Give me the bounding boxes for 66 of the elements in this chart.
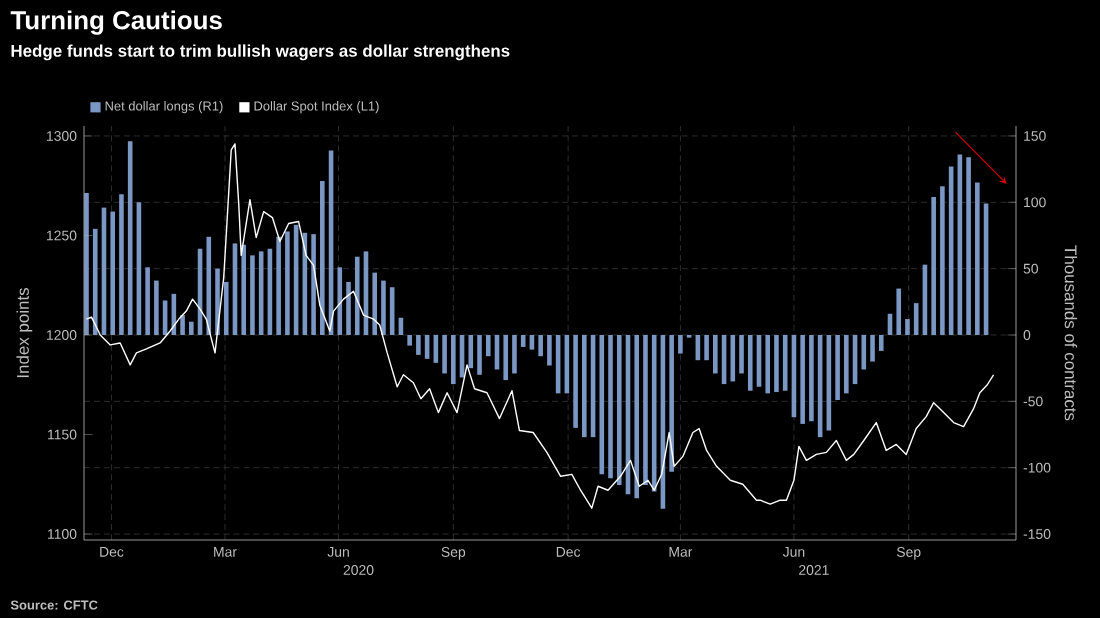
bar (529, 334, 535, 350)
bar (547, 334, 552, 366)
bar (119, 194, 124, 335)
bar (747, 334, 753, 391)
bar (538, 334, 543, 357)
bar (250, 255, 255, 335)
bar (774, 334, 779, 393)
bar (634, 334, 640, 499)
bar (416, 334, 421, 355)
bar (241, 244, 247, 335)
bar (223, 281, 229, 335)
bar (311, 234, 316, 335)
bar (276, 236, 281, 335)
bar (285, 231, 290, 335)
bar (485, 334, 491, 357)
bar (678, 334, 683, 354)
bar (975, 182, 980, 335)
bar (835, 334, 840, 401)
bar (145, 267, 150, 335)
bar (861, 334, 867, 370)
bar (940, 186, 945, 335)
bar (713, 334, 718, 374)
bar (573, 334, 578, 428)
bar (599, 334, 605, 475)
bar (512, 334, 517, 374)
bar (616, 334, 622, 485)
bar (372, 272, 378, 335)
line-series (85, 143, 995, 509)
bar (381, 280, 386, 335)
bar (966, 157, 971, 335)
bar (844, 334, 849, 394)
bar (643, 334, 648, 485)
bar (206, 236, 212, 335)
bar (809, 334, 814, 422)
bar (180, 315, 185, 335)
bar (442, 334, 447, 374)
bar (346, 281, 351, 335)
bar (407, 334, 412, 346)
bar (878, 334, 884, 351)
bar (608, 334, 613, 479)
bar (800, 334, 805, 424)
bar (189, 321, 194, 335)
chart-title: Turning Cautious (10, 10, 222, 35)
bar (896, 288, 902, 335)
bar (704, 334, 709, 361)
bar (905, 319, 910, 335)
bar (739, 334, 744, 374)
bar (451, 334, 456, 385)
bar (669, 334, 674, 472)
bar (110, 211, 116, 335)
bar (337, 267, 343, 335)
bar (354, 256, 360, 335)
bar (582, 334, 587, 438)
bar (503, 334, 509, 381)
bar (468, 334, 474, 369)
bar (765, 334, 771, 394)
y-axis-title: Index points (16, 287, 33, 378)
bar (92, 228, 98, 335)
bar (154, 280, 159, 335)
y2-axis-title: Thousands of contracts (1064, 245, 1078, 421)
bar (730, 334, 736, 382)
bar (477, 334, 482, 375)
chart-subtitle: Hedge funds start to trim bullish wagers as dollar strengthens (11, 44, 510, 61)
bar (870, 334, 875, 362)
bar (931, 196, 936, 335)
bar (320, 181, 325, 335)
